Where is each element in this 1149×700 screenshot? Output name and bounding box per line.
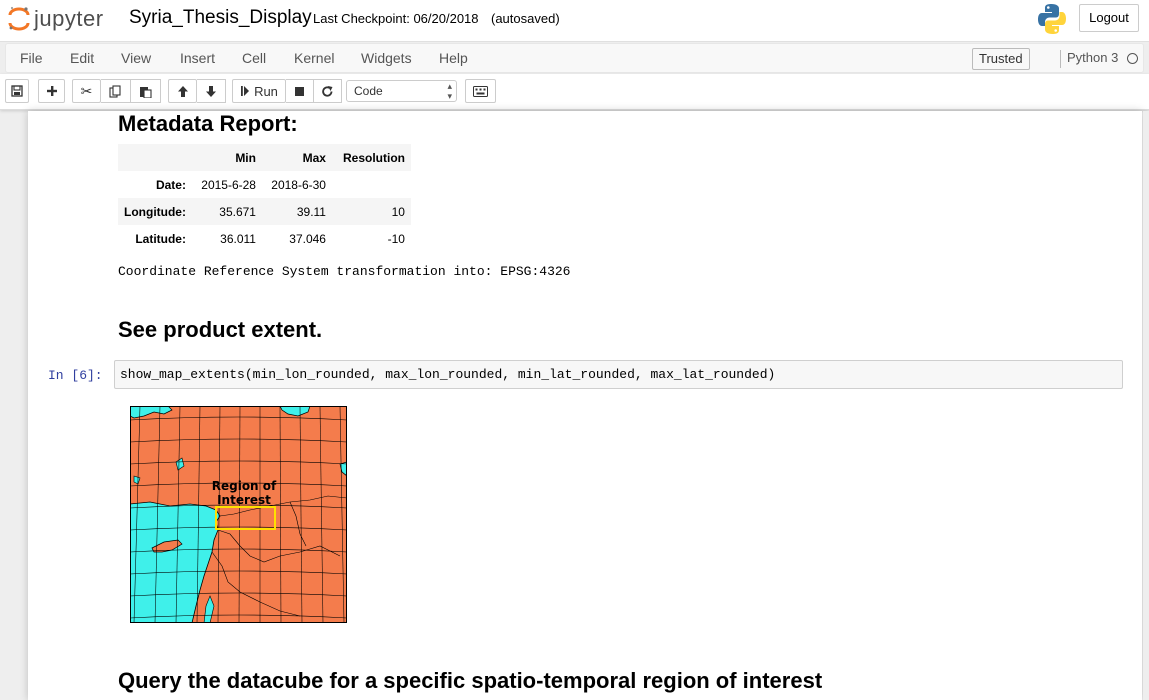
toolbar: ✂ Run Code ▴ <box>0 74 1149 110</box>
trusted-indicator[interactable]: Trusted <box>972 48 1030 70</box>
map-sea-gulf <box>203 595 215 623</box>
input-prompt: In [6]: <box>48 368 103 383</box>
map-graticule <box>130 406 347 623</box>
run-button[interactable]: Run <box>232 79 286 103</box>
cell-resolution <box>332 171 411 198</box>
map-lake <box>175 457 185 471</box>
metadata-table: Min Max Resolution Date: 2015-6-28 2018-… <box>118 144 411 252</box>
map-border <box>211 551 301 617</box>
menu-cell[interactable]: Cell <box>242 50 267 66</box>
kernel-name: Python 3 <box>1067 50 1119 65</box>
interrupt-button[interactable] <box>286 79 314 103</box>
save-icon <box>11 85 23 97</box>
menu-insert[interactable]: Insert <box>180 50 216 66</box>
run-label: Run <box>254 83 278 99</box>
jupyter-logo[interactable]: jupyter <box>8 4 104 34</box>
menu-file[interactable]: File <box>20 50 43 66</box>
stop-icon <box>295 86 304 96</box>
table-header-max: Max <box>302 150 326 165</box>
query-heading: Query the datacube for a specific spatio… <box>118 668 823 693</box>
map-sea-northeast <box>279 406 311 417</box>
header: jupyter Syria_Thesis_Display Last Checkp… <box>0 0 1149 42</box>
step-forward-icon <box>241 86 250 96</box>
kernel-idle-icon <box>1127 53 1138 64</box>
scissors-icon: ✂ <box>80 82 93 99</box>
autosave-status: (autosaved) <box>491 11 560 26</box>
map-sea-east <box>339 461 347 477</box>
metadata-heading: Metadata Report: <box>118 111 298 136</box>
cut-button[interactable]: ✂ <box>72 79 101 103</box>
arrow-down-icon <box>206 85 216 97</box>
cell-min: 36.011 <box>220 231 256 246</box>
roi-box <box>215 506 276 530</box>
insert-cell-button[interactable] <box>38 79 65 103</box>
cell-min: 2015-6-28 <box>201 177 256 192</box>
cell-resolution: -10 <box>387 231 405 246</box>
page-scrollbar[interactable] <box>1143 111 1149 700</box>
arrow-up-icon <box>177 85 188 97</box>
kernel-separator <box>1060 50 1061 68</box>
keyboard-icon <box>473 85 488 97</box>
command-palette-button[interactable] <box>465 79 496 103</box>
cell-max: 2018-6-30 <box>271 177 326 192</box>
map-sea-north <box>130 406 173 419</box>
row-label: Date: <box>155 177 186 192</box>
map-border <box>219 495 347 517</box>
move-up-button[interactable] <box>168 79 197 103</box>
cell-max: 39.11 <box>261 198 332 225</box>
refresh-icon <box>322 85 333 97</box>
code-cell-input[interactable]: show_map_extents(min_lon_rounded, max_lo… <box>114 360 1123 389</box>
paste-button[interactable] <box>131 79 161 103</box>
copy-button[interactable] <box>101 79 131 103</box>
move-down-button[interactable] <box>197 79 226 103</box>
map-frame <box>130 406 347 623</box>
restart-kernel-button[interactable] <box>314 79 342 103</box>
checkpoint-status: Last Checkpoint: 06/20/2018 <box>313 11 479 26</box>
table-header-min: Min <box>235 150 256 165</box>
menu-edit[interactable]: Edit <box>70 50 95 66</box>
table-header-row: Min Max Resolution <box>118 144 411 171</box>
row-label: Latitude: <box>135 231 186 246</box>
plus-icon <box>46 86 57 96</box>
menubar: File Edit View Insert Cell Kernel Widget… <box>5 43 1144 73</box>
copy-icon <box>109 84 121 98</box>
cell-min: 35.671 <box>191 198 262 225</box>
logo-text: jupyter <box>34 6 104 31</box>
notebook-title[interactable]: Syria_Thesis_Display <box>129 7 312 28</box>
roi-label-line1: Region of <box>212 479 277 493</box>
cell-max: 37.046 <box>289 231 326 246</box>
jupyter-logo-icon <box>8 6 30 31</box>
map-border <box>217 529 341 563</box>
roi-label-line2: Interest <box>217 493 271 507</box>
map-border <box>289 501 307 547</box>
cell-type-select[interactable]: Code ▴ ▾ <box>346 80 457 102</box>
crs-output-text: Coordinate Reference System transformati… <box>118 264 571 279</box>
table-row-longitude: Longitude: 35.671 39.11 10 <box>118 198 411 225</box>
menu-kernel[interactable]: Kernel <box>294 50 335 66</box>
menu-help[interactable]: Help <box>439 50 468 66</box>
python-icon <box>1038 4 1066 34</box>
table-row-date: Date: 2015-6-28 2018-6-30 <box>118 171 411 198</box>
cell-type-value: Code <box>354 84 383 98</box>
cell-resolution: 10 <box>331 198 411 225</box>
extent-map: Region of Interest <box>130 406 347 623</box>
save-button[interactable] <box>5 79 29 103</box>
table-row-latitude: Latitude: 36.011 37.046 -10 <box>118 225 411 252</box>
logout-button[interactable]: Logout <box>1079 4 1139 32</box>
extent-heading: See product extent. <box>118 317 323 342</box>
menu-widgets[interactable]: Widgets <box>361 50 412 66</box>
map-cyprus <box>151 539 183 553</box>
paste-icon <box>140 86 152 98</box>
table-header-blank <box>118 144 192 171</box>
table-header-resolution: Resolution <box>342 150 405 165</box>
row-label: Longitude: <box>118 198 192 225</box>
menu-view[interactable]: View <box>121 50 152 66</box>
notebook-container: Metadata Report: Min Max Resolution Date… <box>28 111 1142 700</box>
select-arrows-icon: ▴ ▾ <box>447 81 452 101</box>
